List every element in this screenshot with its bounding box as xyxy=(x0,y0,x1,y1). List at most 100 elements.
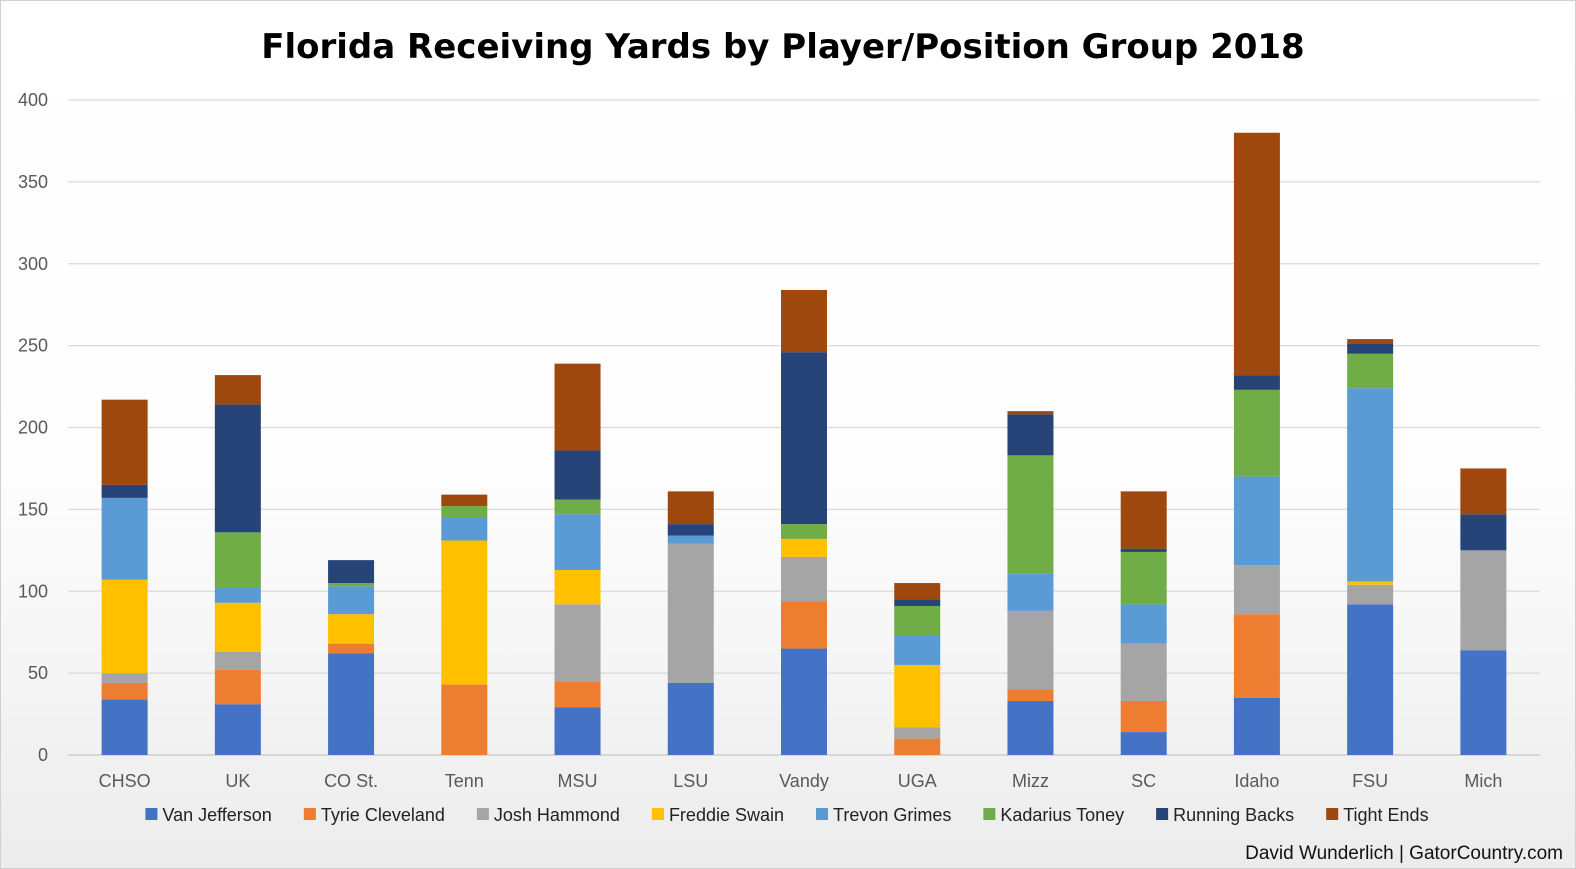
legend-label: Kadarius Toney xyxy=(1000,805,1124,825)
bar-segment xyxy=(554,681,601,708)
legend-label: Josh Hammond xyxy=(494,805,620,825)
bar-segment xyxy=(1120,491,1167,549)
bar-segment xyxy=(1007,573,1054,611)
bar-segment xyxy=(667,491,714,525)
bar-segment xyxy=(101,497,148,580)
bar-segment xyxy=(1347,339,1394,344)
bar-segment xyxy=(1007,700,1054,755)
bar-segment xyxy=(554,569,601,605)
bar-segment xyxy=(214,532,261,588)
bar-segment xyxy=(1460,514,1507,551)
bar-segment xyxy=(214,587,261,603)
bar-segment xyxy=(1347,584,1394,605)
y-tick-label: 400 xyxy=(18,90,48,110)
bar-segment xyxy=(101,699,148,755)
bar-segment xyxy=(781,524,827,539)
bar-segment xyxy=(101,399,148,485)
bar-segment xyxy=(554,450,601,500)
x-tick-label: LSU xyxy=(673,771,708,791)
bar-segment xyxy=(667,682,714,755)
legend-swatch xyxy=(303,808,316,820)
x-tick-label: FSU xyxy=(1352,771,1388,791)
legend-swatch xyxy=(983,808,996,820)
bar-segment xyxy=(781,601,827,649)
bar-segment xyxy=(441,494,488,507)
bar-segment xyxy=(1347,388,1394,582)
legend-item: Kadarius Toney xyxy=(983,805,1124,825)
y-tick-label: 100 xyxy=(18,581,48,601)
x-tick-label: UGA xyxy=(898,771,937,791)
bar-segment xyxy=(1347,604,1394,755)
bar-segment xyxy=(1120,643,1167,701)
bar-segment xyxy=(1120,732,1167,755)
x-tick-label: CHSO xyxy=(99,771,151,791)
bar-segment xyxy=(894,599,941,606)
bar-segment xyxy=(1233,389,1280,477)
y-tick-label: 50 xyxy=(28,663,48,683)
y-axis: 0 50 100 150 200 250 300 350 400 xyxy=(18,90,48,765)
y-tick-label: 250 xyxy=(18,336,48,356)
x-tick-label: SC xyxy=(1131,771,1156,791)
bar-segment xyxy=(101,682,148,700)
bar-segment xyxy=(554,604,601,682)
legend-swatch xyxy=(816,808,829,820)
bar-segment xyxy=(667,535,714,544)
x-tick-label: Mizz xyxy=(1012,771,1049,791)
legend-item: Running Backs xyxy=(1156,805,1294,825)
bar-segment xyxy=(781,352,827,525)
legend-item: Freddie Swain xyxy=(651,805,784,825)
bar-segment xyxy=(328,586,375,615)
bar-segment xyxy=(328,643,375,654)
bar-segment xyxy=(1233,132,1280,376)
bar-segment xyxy=(1007,455,1054,574)
bar-segment xyxy=(328,560,375,584)
x-tick-label: Idaho xyxy=(1234,771,1279,791)
bar-segment xyxy=(214,404,261,533)
bar-segment xyxy=(894,738,941,755)
x-tick-label: Mich xyxy=(1464,771,1502,791)
bar-segment xyxy=(554,707,601,755)
bar-segment xyxy=(101,673,148,683)
bar-segment xyxy=(328,653,375,755)
y-tick-label: 300 xyxy=(18,254,48,274)
bar-segment xyxy=(1233,476,1280,566)
y-tick-label: 0 xyxy=(38,745,48,765)
bar-segment xyxy=(441,517,488,541)
bar-segment xyxy=(894,727,941,739)
bar-segment xyxy=(894,635,941,665)
x-tick-label: UK xyxy=(225,771,250,791)
legend-swatch xyxy=(145,808,158,820)
bar-segment xyxy=(781,648,827,755)
bar-segment xyxy=(1120,700,1167,733)
bar-segment xyxy=(1347,353,1394,389)
bar-segment xyxy=(894,583,941,600)
bar-segment xyxy=(781,556,827,602)
bar-segment xyxy=(1120,604,1167,644)
x-tick-label: Vandy xyxy=(779,771,829,791)
bar-segment xyxy=(1233,565,1280,615)
bar-segment xyxy=(1460,650,1507,755)
bar-segment xyxy=(441,684,488,755)
bar-segment xyxy=(1233,697,1280,755)
bar-segment xyxy=(1007,689,1054,701)
chart-title: Florida Receiving Yards by Player/Positi… xyxy=(261,27,1304,67)
legend-label: Running Backs xyxy=(1173,805,1294,825)
y-tick-label: 150 xyxy=(18,499,48,519)
legend-label: Van Jefferson xyxy=(162,805,271,825)
bar-segment xyxy=(1007,414,1054,456)
legend-swatch xyxy=(1156,808,1169,820)
bar-segment xyxy=(214,651,261,670)
legend-item: Tight Ends xyxy=(1326,805,1429,825)
bar-segment xyxy=(1347,581,1394,585)
bar-segment xyxy=(781,538,827,557)
credit-text: David Wunderlich | GatorCountry.com xyxy=(1245,843,1563,864)
bar-segment xyxy=(214,669,261,705)
bar-segment xyxy=(894,664,941,728)
bar-segment xyxy=(101,484,148,498)
bar-segment xyxy=(441,506,488,518)
bar-segment xyxy=(1120,548,1167,552)
bar-segment xyxy=(1460,468,1507,515)
bar-stacks xyxy=(101,132,1507,755)
bar-segment xyxy=(554,514,601,570)
